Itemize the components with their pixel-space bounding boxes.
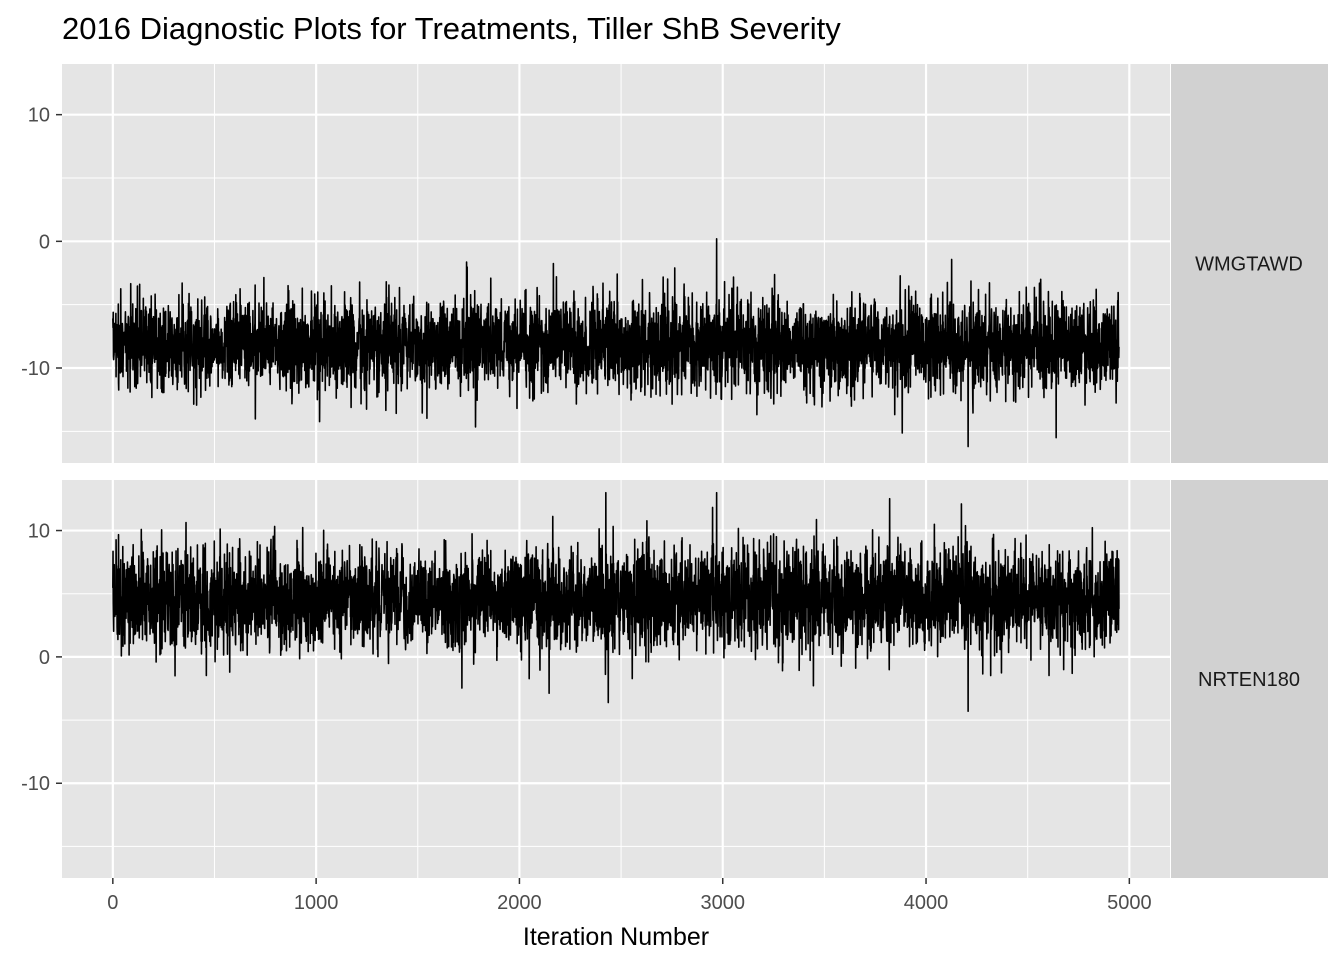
trace-line — [112, 238, 1120, 448]
x-tick-label: 0 — [107, 892, 118, 914]
panel-background — [62, 480, 1170, 878]
y-tick-label: -10 — [21, 358, 50, 380]
facet-strip — [1171, 480, 1328, 878]
x-axis: 0 1000 2000 3000 4000 5000 — [107, 878, 1152, 914]
facet-strip-label: WMGTAWD — [1195, 254, 1303, 276]
x-tick-label: 1000 — [294, 892, 339, 914]
panel-background — [62, 64, 1170, 463]
x-axis-title: Iteration Number — [523, 923, 709, 951]
facet-panel-wmgtawd: -10 0 10 WMGTAWD — [21, 64, 1328, 463]
y-tick-label: 0 — [39, 647, 50, 669]
facet-strip — [1171, 64, 1328, 463]
x-tick-label: 2000 — [497, 892, 542, 914]
x-tick-label: 4000 — [904, 892, 949, 914]
y-tick-label: 0 — [39, 231, 50, 253]
y-tick-label: 10 — [28, 105, 50, 127]
y-tick-label: -10 — [21, 773, 50, 795]
x-tick-label: 3000 — [700, 892, 745, 914]
facet-strip-label: NRTEN180 — [1198, 669, 1300, 691]
trace-line — [112, 491, 1120, 713]
facet-panel-nrten180: -10 0 10 NRTEN180 — [21, 480, 1328, 878]
x-tick-label: 5000 — [1107, 892, 1152, 914]
chart-title: 2016 Diagnostic Plots for Treatments, Ti… — [62, 11, 841, 46]
y-tick-label: 10 — [28, 521, 50, 543]
